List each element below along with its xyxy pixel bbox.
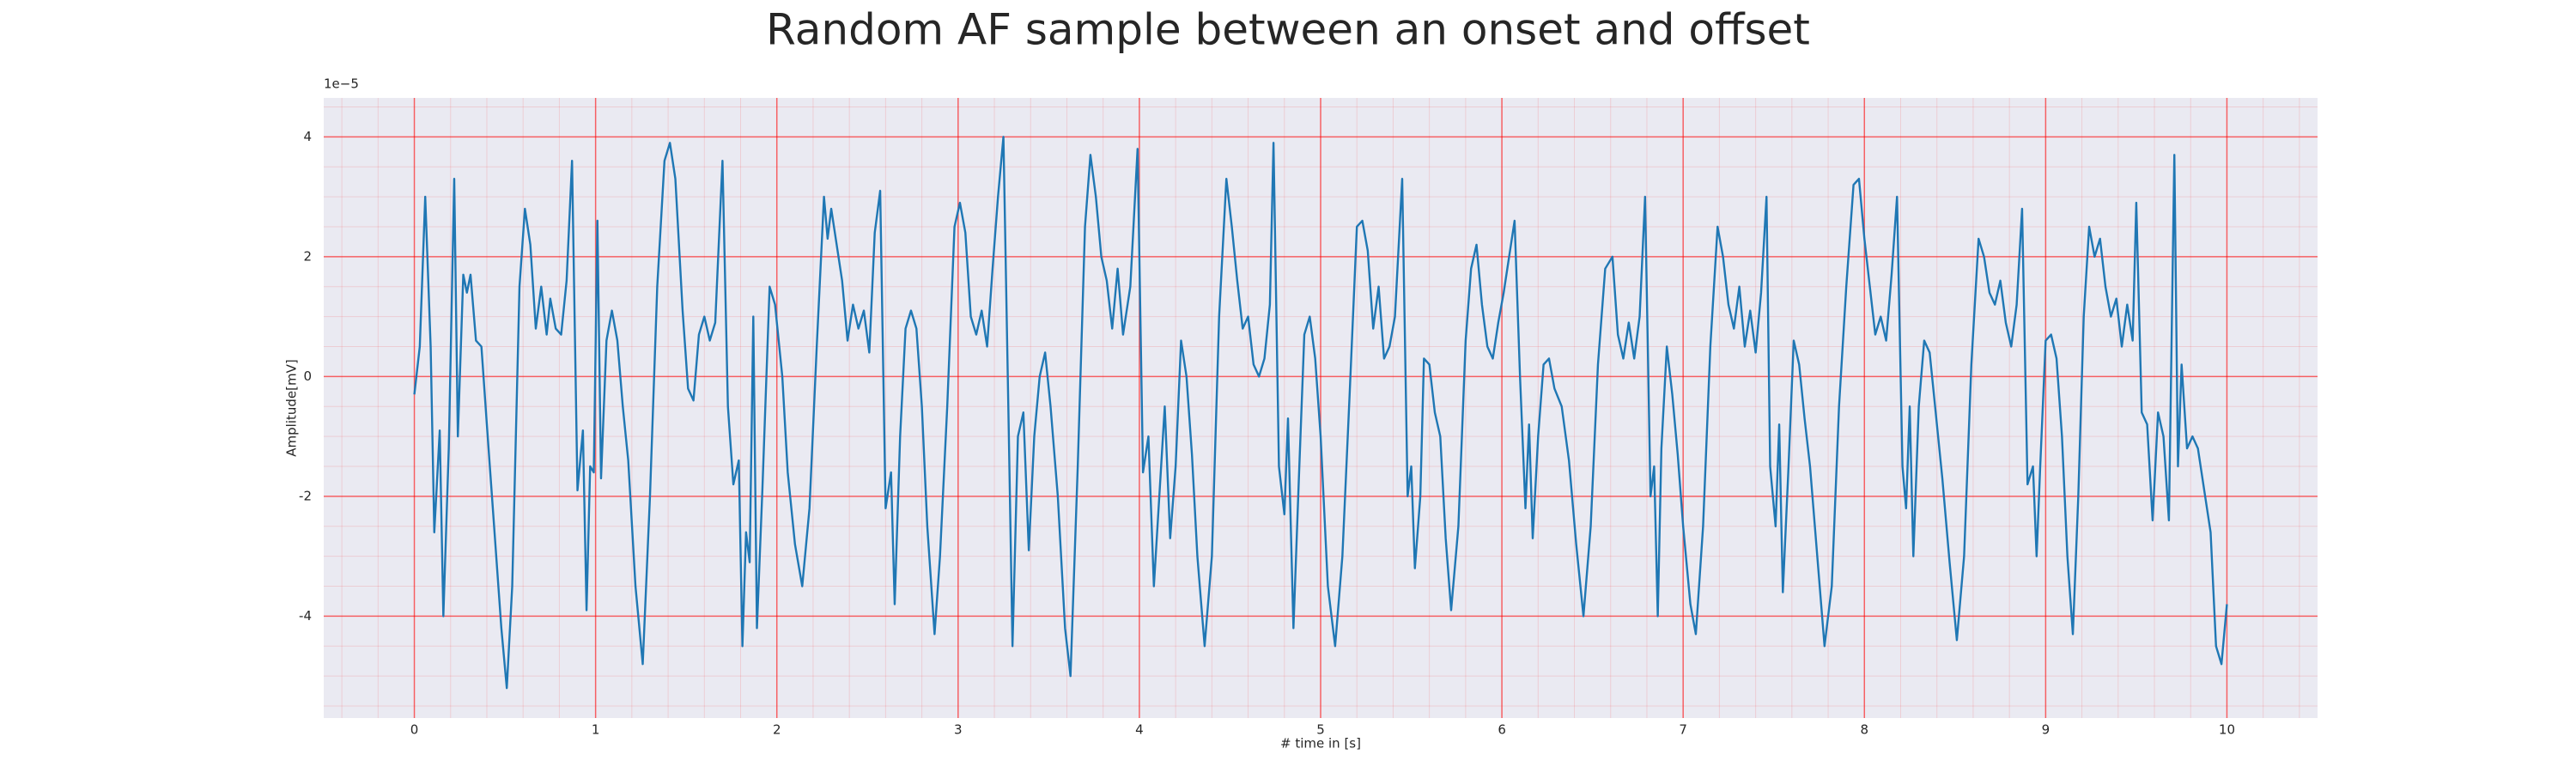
x-tick-label: 0	[410, 722, 419, 738]
y-tick-label: -2	[299, 488, 312, 503]
x-tick-label: 10	[2219, 722, 2235, 738]
x-tick-label: 6	[1498, 722, 1506, 738]
y-axis-label: Amplitude[mV]	[284, 359, 300, 456]
x-tick-label: 1	[592, 722, 600, 738]
x-tick-label: 9	[2042, 722, 2050, 738]
x-tick-label: 4	[1135, 722, 1144, 738]
y-tick-label: 2	[303, 248, 312, 264]
y-tick-label: -4	[299, 608, 312, 624]
x-tick-label: 5	[1316, 722, 1325, 738]
signal-line	[413, 136, 2228, 690]
x-tick-label: 2	[773, 722, 781, 738]
x-tick-label: 3	[954, 722, 963, 738]
y-tick-label: 0	[303, 368, 312, 384]
x-axis-label: # time in [s]	[1280, 736, 1361, 752]
chart-title: Random AF sample between an onset and of…	[766, 5, 1810, 55]
marks	[413, 136, 2228, 690]
y-offset-label: 1e−5	[324, 76, 359, 92]
x-tick-label: 7	[1679, 722, 1687, 738]
y-tick-label: 4	[303, 129, 312, 144]
x-tick-label: 8	[1860, 722, 1868, 738]
